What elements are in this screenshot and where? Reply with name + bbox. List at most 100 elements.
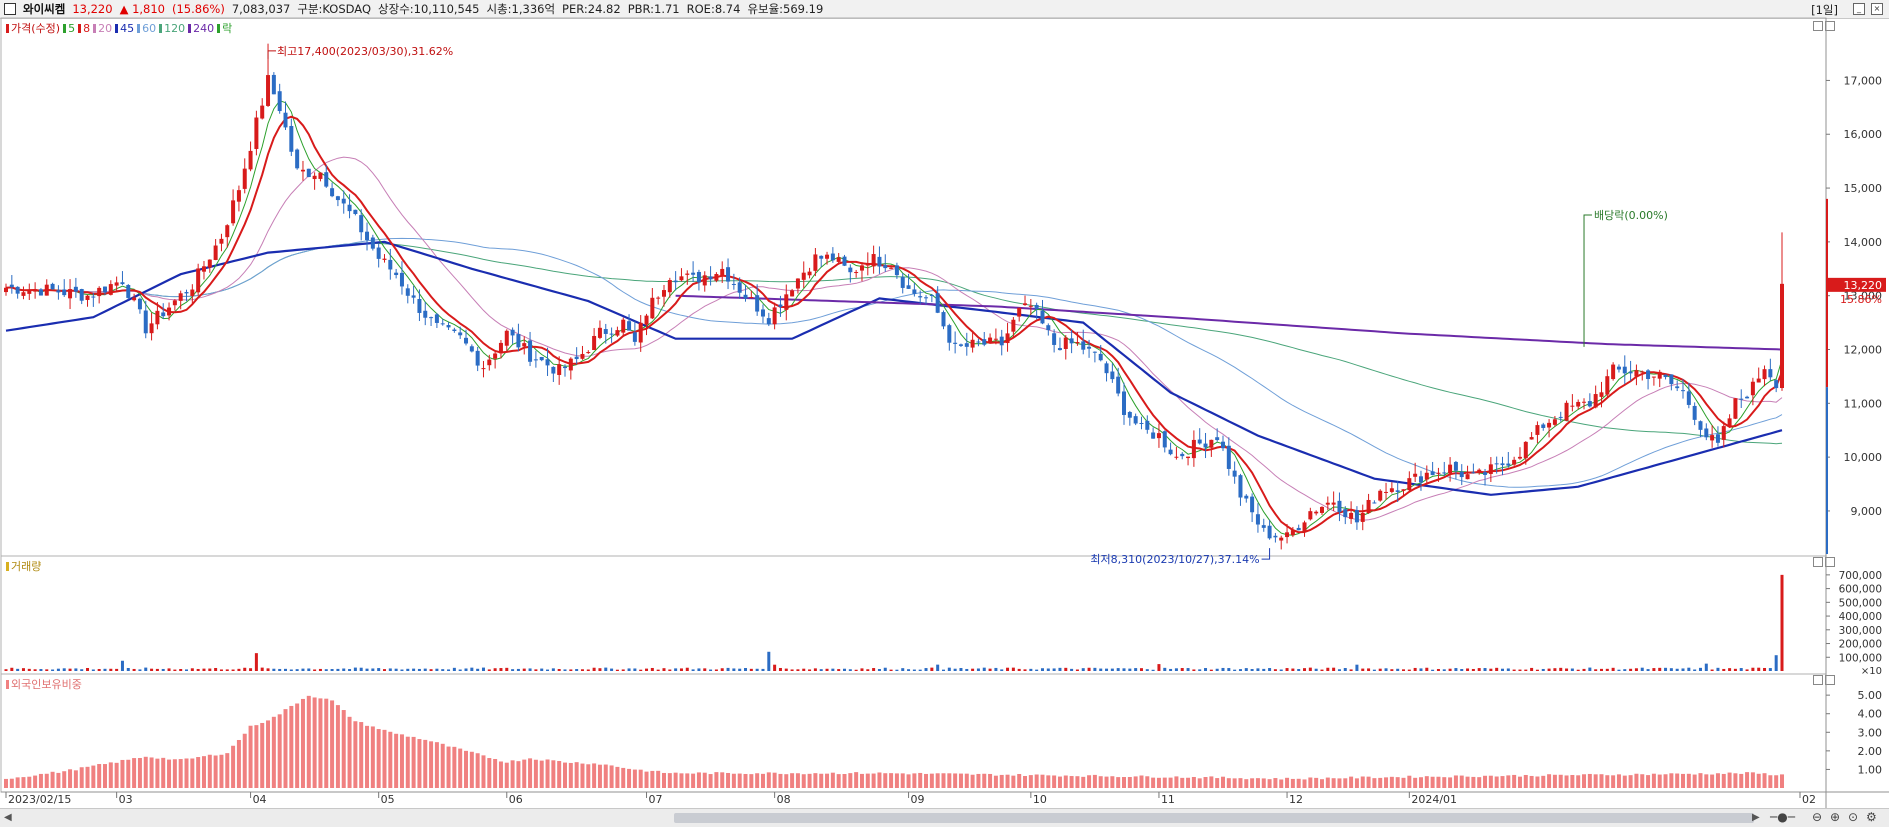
settings-icon[interactable]: ⚙ [1866,810,1877,824]
volume-bar [388,668,392,671]
high-marker [267,50,277,59]
foreign-bar [941,773,946,788]
foreign-bar [487,758,492,788]
roe-value: ROE:8.74 [686,2,741,16]
foreign-bar [1145,776,1150,788]
candle-down [1494,463,1499,465]
foreign-bar [778,773,783,788]
scroll-thumb[interactable] [674,813,1754,823]
volume-bar [266,668,270,671]
candle-down [1715,434,1720,443]
volume-bar [301,668,305,671]
volume-bar [348,669,352,671]
price-tick-label: 9,000 [1851,505,1883,518]
candle-down [1739,398,1744,400]
candle-up [1547,422,1552,428]
minimize-icon[interactable]: _ [1853,3,1865,15]
ma5-line [5,100,1783,536]
foreign-bar [388,731,393,788]
volume-bar [982,667,986,671]
period-selector[interactable]: [1일] [1811,3,1838,17]
volume-bar [1419,668,1423,671]
volume-bar [1145,669,1149,671]
foreign-bar [9,778,14,788]
candle-down [137,298,142,310]
zoom-slider[interactable]: ─●─ [1770,810,1795,824]
panel-maximize-icon[interactable] [1813,675,1823,685]
candle-down [1145,420,1150,430]
candle-down [79,289,84,301]
candle-up [1710,435,1715,441]
foreign-bar [679,773,684,788]
foreign-tick-label: 5.00 [1858,689,1883,702]
foreign-bar [1244,779,1249,788]
foreign-bar [731,773,736,788]
legend-label: 60 [142,22,157,35]
panel-maximize-icon[interactable] [1813,557,1823,567]
zoom-in-icon[interactable]: ⊕ [1830,810,1841,824]
foreign-bar [178,759,183,788]
foreign-bar [632,769,637,788]
volume-bar [1774,655,1778,671]
volume-bar [1064,667,1068,671]
candle-down [1675,386,1680,389]
candle-down [545,359,550,366]
chart-canvas[interactable]: 17,000 16,000 15,000 14,000 13,000 12,000 11,0… [0,0,1889,808]
volume-bar [778,667,782,671]
zoom-out-icon[interactable]: ⊖ [1812,810,1823,824]
foreign-bar [597,764,602,788]
foreign-bar [38,773,43,788]
candle-down [947,325,952,343]
zoom-reset-icon[interactable]: ⊙ [1848,810,1859,824]
candle-down [755,295,760,312]
volume-bar [755,668,759,671]
volume-bar [1209,669,1213,671]
volume-bar [1582,668,1586,671]
candle-down [429,317,434,319]
foreign-bar [854,772,859,788]
foreign-bar [1750,772,1755,788]
volume-bar [103,668,107,671]
foreign-bar [1541,775,1546,788]
foreign-bar [1599,774,1604,788]
horizontal-scrollbar[interactable]: ◀ ▶ ─●─ ⊖ ⊕ ⊙ ⚙ [0,808,1889,827]
candle-up [661,290,666,297]
candle-up [1552,419,1557,425]
candle-up [1407,478,1412,491]
candle-down [9,284,14,288]
volume-bar [382,669,386,671]
foreign-bar [533,759,538,788]
foreign-bar [970,774,975,788]
foreign-bar [1028,775,1033,788]
volume-bar [1553,668,1557,671]
high-annotation: 최고17,400(2023/03/30),31.62% [277,45,453,58]
volume-bar [359,667,363,671]
candle-up [685,273,690,275]
legend-swatch [78,24,82,33]
volume-bar [109,668,113,671]
foreign-bar [1622,775,1627,788]
candle-down [731,283,736,285]
select-checkbox[interactable] [4,3,16,15]
foreign-bar [1547,774,1552,788]
legend-label: 20 [98,22,113,35]
candle-down [1646,370,1651,379]
volume-bar [45,669,49,671]
ma240-line [675,294,1783,351]
candle-up [196,268,201,293]
foreign-bar [271,716,276,788]
candle-down [941,312,946,327]
panel-maximize-icon[interactable] [1813,21,1823,31]
foreign-bar [370,726,375,788]
scroll-right-icon[interactable]: ▶ [1752,812,1760,823]
candle-down [38,289,43,296]
volume-bar [947,667,951,671]
foreign-bar [446,746,451,788]
candle-down [464,337,469,344]
candle-up [1465,474,1470,480]
foreign-bar [551,760,556,788]
scroll-left-icon[interactable]: ◀ [4,812,12,823]
foreign-bar [1081,776,1086,788]
volume-tick-label: 700,000 [1839,570,1882,582]
close-icon[interactable]: × [1871,3,1883,15]
